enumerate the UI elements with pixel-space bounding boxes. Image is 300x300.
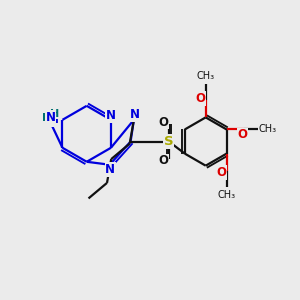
Text: O: O [158,116,168,129]
Text: O: O [158,154,168,167]
Text: N: N [130,108,140,121]
Text: CH₃: CH₃ [218,190,236,200]
Text: S: S [164,135,174,148]
Text: H: H [42,113,51,123]
Text: N: N [105,163,115,176]
Text: O: O [216,166,226,179]
Text: CH₃: CH₃ [196,71,215,81]
Text: N: N [106,109,116,122]
Text: N: N [49,113,59,126]
Text: O: O [238,128,248,141]
Text: CH₃: CH₃ [259,124,277,134]
Text: N: N [46,111,56,124]
Text: O: O [195,92,206,105]
Text: H: H [50,109,60,119]
